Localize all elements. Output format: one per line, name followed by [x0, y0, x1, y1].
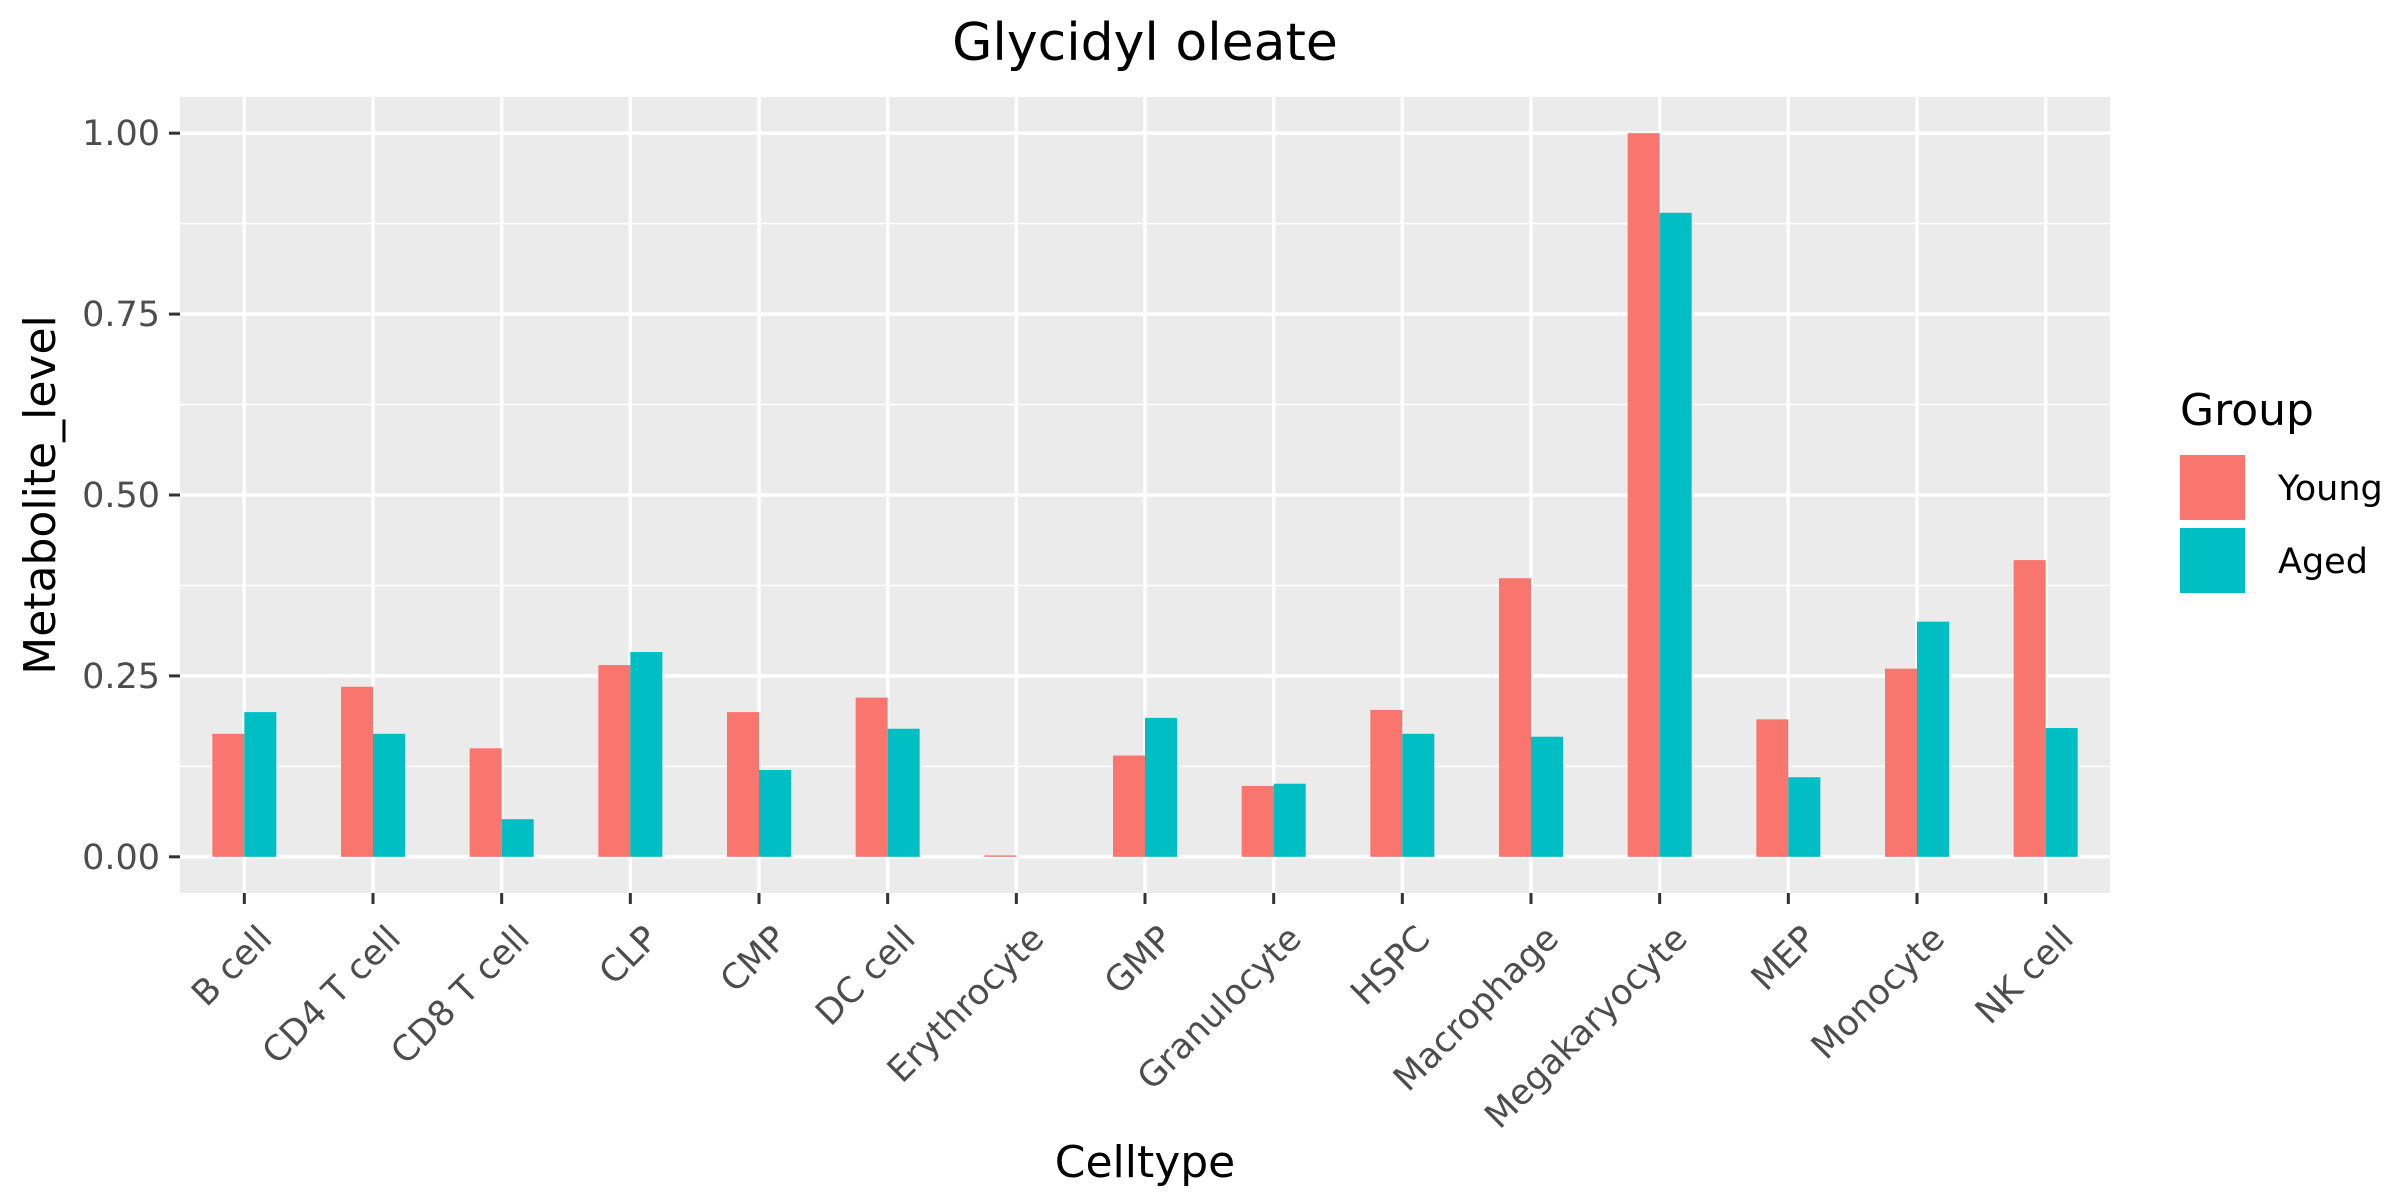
bar-aged-clp [630, 652, 663, 857]
bar-young-gmp [1113, 755, 1145, 857]
bar-layer [212, 133, 2078, 857]
bar-young-megakaryocyte [1627, 133, 1660, 857]
bar-aged-nk-cell [2045, 728, 2078, 857]
bar-aged-cd8-t-cell [501, 819, 534, 857]
bar-young-granulocyte [1241, 785, 1274, 857]
bar-aged-macrophage [1531, 736, 1563, 857]
bar-young-nk-cell [2013, 560, 2046, 857]
legend-title: Group [2180, 385, 2314, 436]
y-tick-label: 0.00 [82, 838, 160, 878]
legend-label-young: Young [2277, 469, 2383, 509]
chart-title: Glycidyl oleate [952, 13, 1338, 73]
bar-aged-megakaryocyte [1659, 212, 1692, 857]
y-axis-title: Metabolite_level [15, 315, 66, 675]
bar-aged-gmp [1145, 717, 1177, 857]
bar-young-cd4-t-cell [341, 686, 373, 857]
bar-young-b-cell [212, 733, 245, 857]
y-tick-label: 0.50 [82, 476, 160, 516]
y-tick-label: 0.25 [82, 657, 160, 697]
legend: Group Young Aged [2180, 385, 2383, 593]
bar-aged-monocyte [1917, 621, 1949, 857]
bar-young-cmp [727, 712, 759, 857]
bar-young-macrophage [1499, 578, 1531, 857]
bar-aged-b-cell [244, 712, 277, 857]
bar-aged-mep [1788, 777, 1821, 857]
bar-aged-cmp [759, 769, 791, 857]
bar-young-cd8-t-cell [469, 748, 502, 857]
bar-young-dc-cell [855, 697, 888, 857]
bar-young-clp [598, 665, 631, 857]
bar-aged-granulocyte [1273, 783, 1306, 857]
bar-young-mep [1756, 719, 1789, 857]
bar-young-hspc [1370, 709, 1403, 857]
legend-key-aged [2180, 528, 2245, 593]
legend-key-young [2180, 455, 2245, 520]
legend-label-aged: Aged [2278, 542, 2368, 582]
x-axis-title: Celltype [1055, 1137, 1236, 1188]
bar-young-erythrocyte [984, 855, 1017, 857]
bar-young-monocyte [1885, 668, 1917, 857]
y-tick-label: 1.00 [82, 114, 160, 154]
bar-aged-dc-cell [887, 728, 920, 857]
y-tick-label: 0.75 [82, 295, 160, 335]
bar-aged-cd4-t-cell [373, 733, 405, 857]
bar-aged-hspc [1402, 733, 1435, 857]
